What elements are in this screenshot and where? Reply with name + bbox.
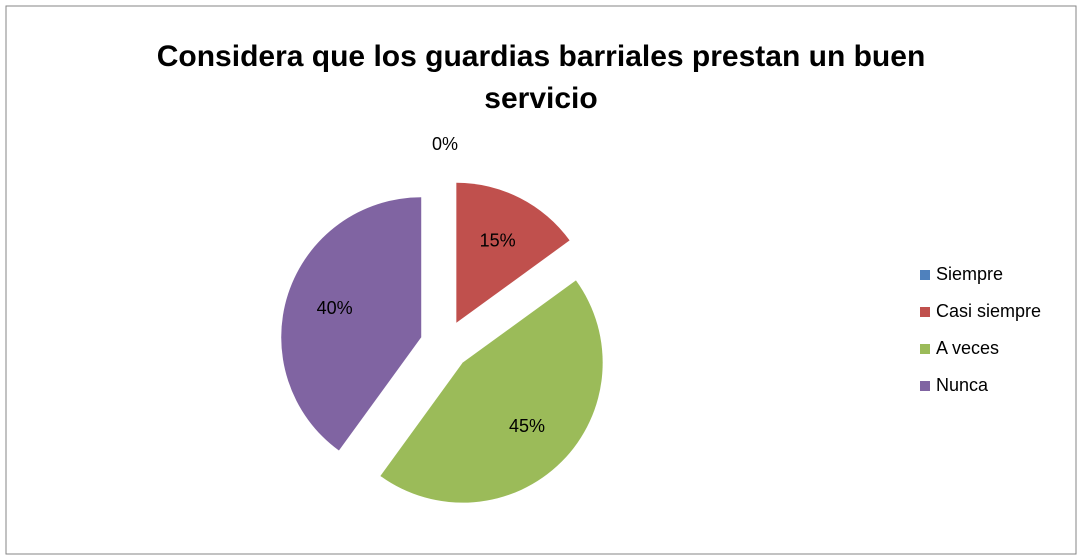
legend-swatch xyxy=(920,270,930,280)
data-label: 15% xyxy=(480,230,516,250)
data-label: 0% xyxy=(432,134,458,154)
pie-slice xyxy=(281,197,422,451)
legend-swatch xyxy=(920,381,930,391)
chart-title: Considera que los guardias barriales pre… xyxy=(156,40,926,115)
legend-label: Siempre xyxy=(936,264,1003,284)
legend-swatch xyxy=(920,307,930,317)
legend-swatch xyxy=(920,344,930,354)
pie-slice xyxy=(380,280,603,503)
pie-slice xyxy=(456,182,570,323)
legend-label: A veces xyxy=(936,338,999,358)
legend-label: Nunca xyxy=(936,375,989,395)
data-label: 45% xyxy=(509,416,545,436)
legend-label: Casi siempre xyxy=(936,301,1041,321)
data-label: 40% xyxy=(317,298,353,318)
